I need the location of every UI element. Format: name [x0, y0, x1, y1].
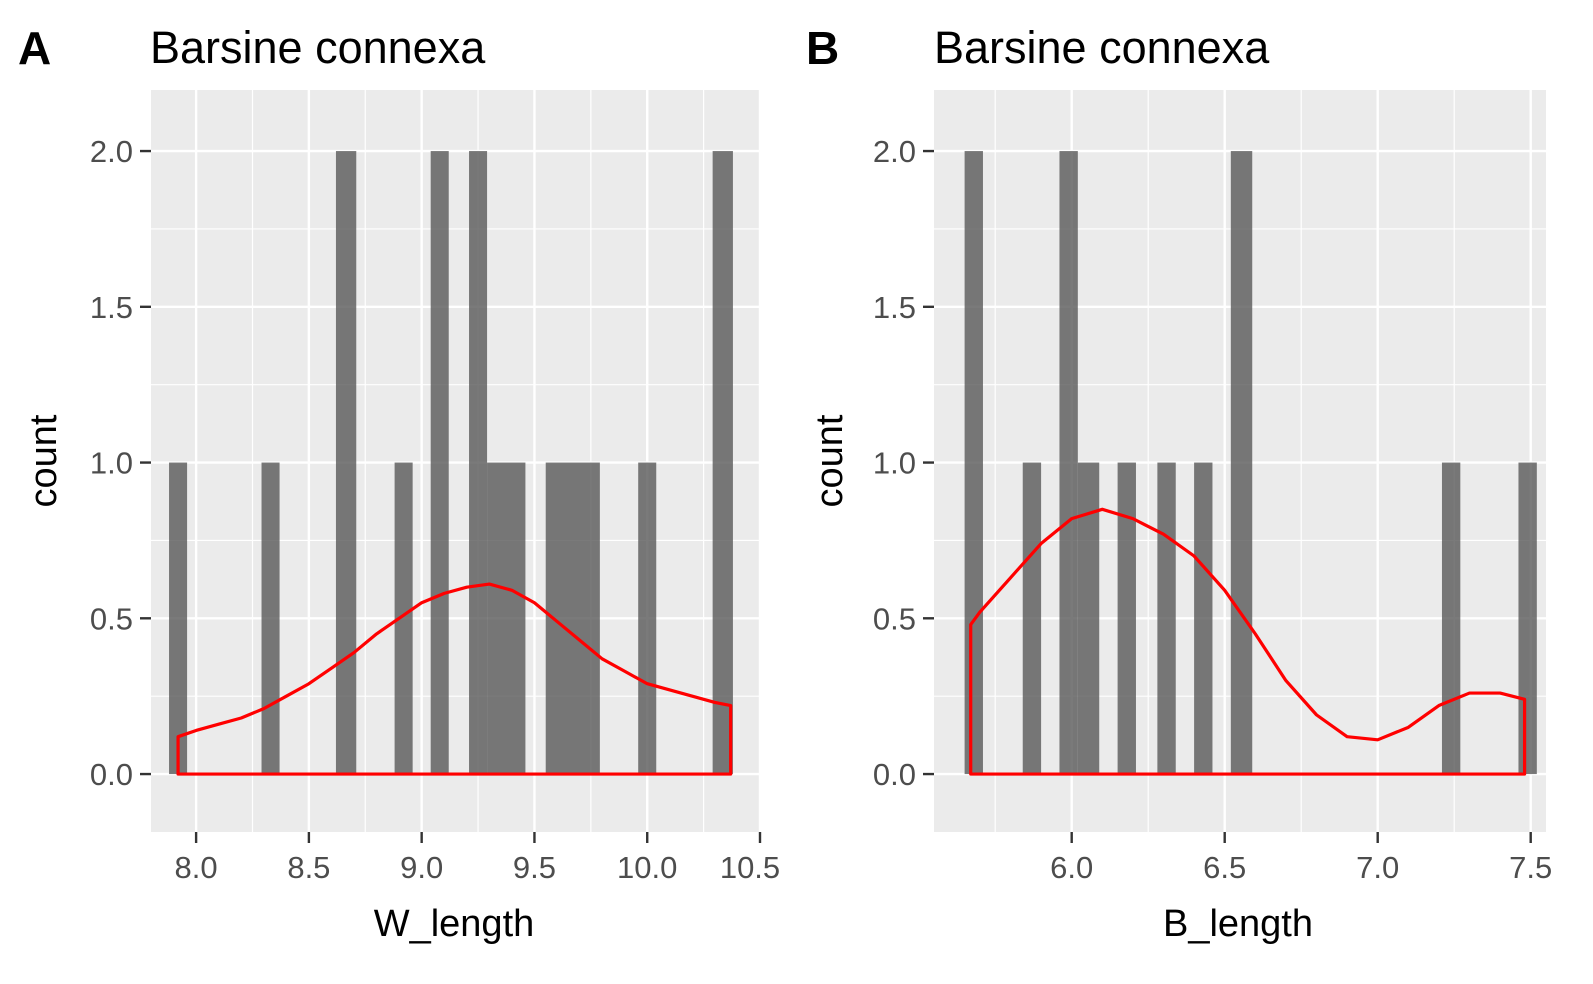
- histogram-bar-b-4: [1077, 462, 1100, 775]
- plot-area-a: [151, 90, 762, 832]
- panel-tag-a: A: [18, 22, 51, 74]
- density-curve-b: [969, 507, 1527, 776]
- x-tick-label: 10.0: [617, 850, 677, 885]
- y-axis-title-a: count: [23, 414, 65, 507]
- plot-background: [151, 90, 760, 832]
- panel-b: B Barsine connexa B_length count 0.0 0.5 1…: [806, 22, 1552, 945]
- x-tick-label: 8.5: [287, 850, 330, 885]
- chart-title-a: Barsine connexa: [150, 22, 486, 73]
- y-tick-label: 0.5: [90, 601, 133, 636]
- histogram-bar-a-5: [430, 151, 449, 775]
- y-tick-label: 1.0: [90, 446, 133, 481]
- density-curve-a: [176, 582, 733, 776]
- x-tick-label: 6.5: [1203, 850, 1246, 885]
- histogram-bar-a-3: [335, 151, 357, 775]
- x-tick-label: 7.0: [1356, 850, 1399, 885]
- x-tick-label: 9.0: [400, 850, 443, 885]
- x-tick-label: 10.5: [720, 850, 780, 885]
- histogram-bar-a-2: [261, 462, 280, 775]
- histogram-bar-a-7: [487, 462, 526, 775]
- histogram-bar-b-7: [1194, 462, 1213, 775]
- x-tick-label: 9.5: [513, 850, 556, 885]
- x-axis-title-b: B_length: [1163, 903, 1313, 945]
- x-tick-label: 8.0: [175, 850, 218, 885]
- histogram-bar-b-3: [1059, 151, 1078, 775]
- y-axis-title-b: count: [809, 414, 851, 507]
- panel-a: A Barsine connexa W_length count 0.0 0.5 1…: [18, 22, 780, 945]
- panel-tag-b: B: [806, 22, 839, 74]
- y-tick-label: 1.5: [90, 290, 133, 325]
- x-tick-label: 6.0: [1050, 850, 1093, 885]
- histogram-bar-a-6: [469, 151, 488, 775]
- histogram-bar-a-4: [394, 462, 413, 775]
- histogram-bar-a-1: [169, 462, 188, 775]
- histogram-bar-b-5: [1117, 462, 1136, 775]
- histogram-bar-b-10: [1518, 462, 1537, 775]
- y-tick-label: 0.5: [873, 601, 916, 636]
- y-tick-label: 1.5: [873, 290, 916, 325]
- histogram-bar-b-8: [1230, 151, 1253, 775]
- y-tick-label: 0.0: [873, 757, 916, 792]
- histogram-bar-b-9: [1441, 462, 1461, 775]
- x-axis-title-a: W_length: [374, 903, 535, 945]
- y-tick-label: 2.0: [90, 134, 133, 169]
- histogram-bar-a-9: [638, 462, 657, 775]
- x-tick-label: 7.5: [1509, 850, 1552, 885]
- histogram-bar-b-2: [1022, 462, 1042, 775]
- histogram-bar-b-1: [964, 151, 983, 775]
- chart-title-b: Barsine connexa: [934, 22, 1270, 73]
- y-tick-label: 1.0: [873, 446, 916, 481]
- plot-area-b: [934, 90, 1546, 832]
- histogram-bar-b-6: [1157, 462, 1176, 775]
- y-tick-label: 2.0: [873, 134, 916, 169]
- y-tick-label: 0.0: [90, 757, 133, 792]
- histogram-bar-a-10: [712, 151, 733, 775]
